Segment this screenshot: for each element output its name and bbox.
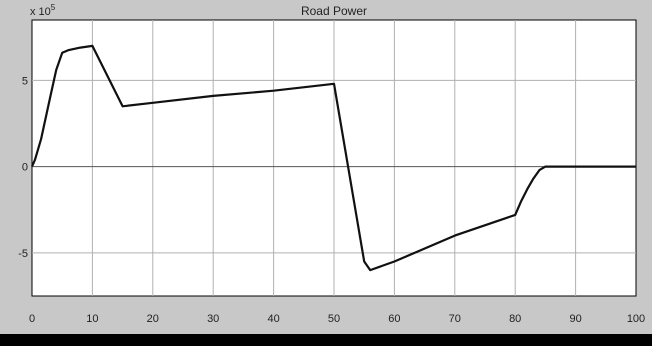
x-tick-label: 40 — [267, 313, 279, 325]
x-tick-label: 70 — [449, 313, 461, 325]
y-tick-labels: -5 0 5 — [18, 75, 28, 260]
y-exponent-power: 5 — [51, 3, 56, 12]
chart-title: Road Power — [301, 4, 367, 18]
x-tick-label: 20 — [147, 313, 159, 325]
series-line-road-power — [30, 44, 636, 272]
bottom-strip — [0, 334, 652, 346]
x-tick-label: 90 — [569, 313, 581, 325]
y-tick-label: 0 — [22, 162, 28, 174]
x-tick-label: 60 — [388, 313, 400, 325]
x-tick-labels: 0 10 20 30 40 50 60 70 80 90 100 — [29, 313, 645, 325]
x-tick-label: 10 — [86, 313, 98, 325]
x-tick-label: 30 — [207, 313, 219, 325]
x-tick-label: 0 — [29, 313, 35, 325]
x-tick-label: 100 — [627, 313, 645, 325]
y-tick-label: 5 — [22, 75, 28, 87]
y-exponent-label: x 105 — [30, 3, 56, 18]
grid — [32, 20, 636, 296]
y-tick-label: -5 — [18, 248, 28, 260]
x-tick-label: 80 — [509, 313, 521, 325]
y-exponent-base: x 10 — [30, 6, 51, 18]
x-tick-label: 50 — [328, 313, 340, 325]
